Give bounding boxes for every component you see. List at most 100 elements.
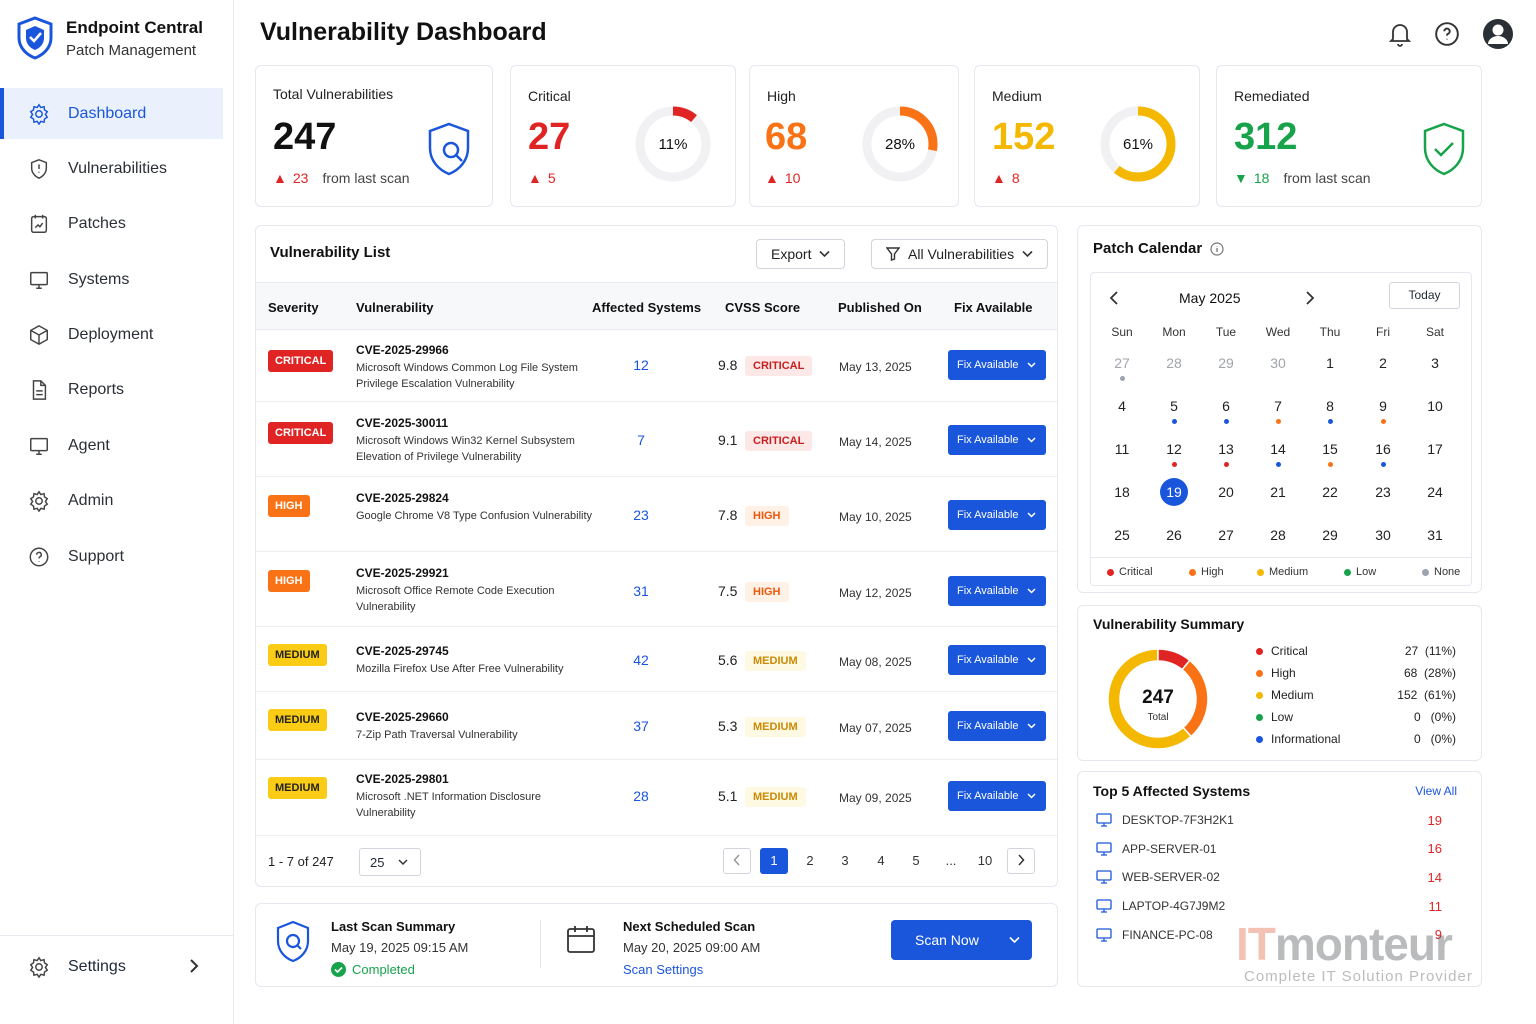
column-header-vulnerability[interactable]: Vulnerability [356, 300, 434, 315]
stat-card-remediated[interactable]: Remediated 312 ▼ 18 from last scan [1216, 65, 1482, 207]
affected-systems-link[interactable]: 7 [637, 432, 645, 448]
calendar-day[interactable]: 31 [1412, 527, 1458, 543]
donut-slice-high[interactable] [1181, 659, 1209, 738]
calendar-day[interactable]: 16 [1360, 441, 1406, 467]
bell-icon[interactable] [1388, 21, 1412, 47]
calendar-day[interactable]: 9 [1360, 398, 1406, 424]
calendar-day[interactable]: 5 [1151, 398, 1197, 424]
calendar-day[interactable]: 28 [1151, 355, 1197, 371]
calendar-day[interactable]: 27 [1099, 355, 1145, 381]
stat-card-critical[interactable]: Critical 27 ▲ 5 11% [510, 65, 736, 207]
per-page-select[interactable]: 25 [359, 848, 421, 876]
fix-available-button[interactable]: Fix Available [948, 425, 1046, 455]
table-row[interactable]: CRITICAL CVE-2025-29966 Microsoft Windows… [256, 330, 1057, 402]
cve-id[interactable]: CVE-2025-29801 [356, 772, 449, 786]
cve-id[interactable]: CVE-2025-29745 [356, 644, 449, 658]
calendar-day[interactable]: 29 [1307, 527, 1353, 543]
fix-available-button[interactable]: Fix Available [948, 576, 1046, 606]
page-button[interactable]: 5 [912, 853, 920, 868]
system-row[interactable]: FINANCE-PC-08 9 [1096, 927, 1466, 942]
table-row[interactable]: MEDIUM CVE-2025-29660 7-Zip Path Traversa… [256, 692, 1057, 760]
calendar-day[interactable]: 2 [1360, 355, 1406, 371]
table-row[interactable]: CRITICAL CVE-2025-30011 Microsoft Windows… [256, 402, 1057, 477]
calendar-day[interactable]: 27 [1203, 527, 1249, 543]
sidebar-item-reports[interactable]: Reports [0, 365, 234, 416]
table-row[interactable]: MEDIUM CVE-2025-29801 Microsoft .NET Info… [256, 760, 1057, 836]
page-button[interactable]: 1 [760, 848, 788, 874]
calendar-day[interactable]: 30 [1360, 527, 1406, 543]
calendar-day[interactable]: 6 [1203, 398, 1249, 424]
calendar-day[interactable]: 8 [1307, 398, 1353, 424]
stat-card-medium[interactable]: Medium 152 ▲ 8 61% [974, 65, 1200, 207]
cve-id[interactable]: CVE-2025-29921 [356, 566, 449, 580]
calendar-day[interactable]: 17 [1412, 441, 1458, 457]
page-button[interactable]: 3 [841, 853, 849, 868]
calendar-day[interactable]: 3 [1412, 355, 1458, 371]
fix-available-button[interactable]: Fix Available [948, 781, 1046, 811]
scan-settings-link[interactable]: Scan Settings [623, 962, 704, 977]
table-row[interactable]: HIGH CVE-2025-29824 Google Chrome V8 Type… [256, 477, 1057, 552]
calendar-day[interactable]: 21 [1255, 484, 1301, 500]
fix-available-button[interactable]: Fix Available [948, 500, 1046, 530]
sidebar-item-support[interactable]: Support [0, 531, 234, 582]
calendar-day[interactable]: 11 [1099, 441, 1145, 457]
calendar-day[interactable]: 20 [1203, 484, 1249, 500]
column-header-cvss[interactable]: CVSS Score [725, 300, 801, 315]
affected-systems-link[interactable]: 28 [633, 788, 649, 804]
affected-systems-link[interactable]: 42 [633, 652, 649, 668]
table-row[interactable]: HIGH CVE-2025-29921 Microsoft Office Remo… [256, 552, 1057, 627]
calendar-day[interactable]: 1 [1307, 355, 1353, 371]
calendar-day[interactable]: 23 [1360, 484, 1406, 500]
fix-available-button[interactable]: Fix Available [948, 645, 1046, 675]
fix-available-button[interactable]: Fix Available [948, 350, 1046, 380]
filter-dropdown[interactable]: All Vulnerabilities [871, 239, 1049, 269]
cve-id[interactable]: CVE-2025-29966 [356, 343, 449, 357]
affected-systems-link[interactable]: 37 [633, 718, 649, 734]
system-row[interactable]: DESKTOP-7F3H2K1 19 [1096, 813, 1466, 828]
sidebar-item-patches[interactable]: Patches [0, 199, 234, 250]
calendar-day[interactable]: 28 [1255, 527, 1301, 543]
sidebar-item-admin[interactable]: Admin [0, 476, 234, 527]
scan-now-button[interactable]: Scan Now [891, 920, 1032, 960]
page-button[interactable]: 2 [806, 853, 814, 868]
affected-systems-link[interactable]: 31 [633, 583, 649, 599]
column-header-severity[interactable]: Severity [268, 300, 319, 315]
stat-card-high[interactable]: High 68 ▲ 10 28% [749, 65, 959, 207]
next-page-button[interactable] [1007, 848, 1035, 874]
user-avatar-icon[interactable] [1482, 18, 1514, 50]
prev-page-button[interactable] [723, 848, 751, 874]
calendar-day[interactable]: 15 [1307, 441, 1353, 467]
column-header-affected[interactable]: Affected Systems [592, 300, 702, 315]
calendar-day[interactable]: 24 [1412, 484, 1458, 500]
system-row[interactable]: LAPTOP-4G7J9M2 11 [1096, 899, 1466, 914]
calendar-day[interactable]: 10 [1412, 398, 1458, 414]
calendar-day[interactable]: 19 [1151, 478, 1197, 506]
sidebar-item-vulnerabilities[interactable]: Vulnerabilities [0, 143, 234, 194]
chevron-right-icon[interactable] [1305, 291, 1315, 305]
info-icon[interactable] [1210, 241, 1224, 256]
sidebar-item-systems[interactable]: Systems [0, 254, 234, 305]
sidebar-item-deployment[interactable]: Deployment [0, 310, 234, 361]
view-all-link[interactable]: View All [1415, 784, 1457, 798]
stat-card-total[interactable]: Total Vulnerabilities 247 ▲ 23 from last… [255, 65, 493, 207]
cve-id[interactable]: CVE-2025-29824 [356, 491, 449, 505]
fix-available-button[interactable]: Fix Available [948, 711, 1046, 741]
system-row[interactable]: WEB-SERVER-02 14 [1096, 870, 1466, 885]
calendar-day[interactable]: 13 [1203, 441, 1249, 467]
calendar-day[interactable]: 26 [1151, 527, 1197, 543]
calendar-day[interactable]: 29 [1203, 355, 1249, 371]
cve-id[interactable]: CVE-2025-29660 [356, 710, 449, 724]
chevron-left-icon[interactable] [1109, 291, 1119, 305]
brand[interactable]: Endpoint Central Patch Management [16, 16, 203, 60]
export-button[interactable]: Export [756, 239, 846, 269]
table-row[interactable]: MEDIUM CVE-2025-29745 Mozilla Firefox Use… [256, 627, 1057, 692]
calendar-day[interactable]: 12 [1151, 441, 1197, 467]
calendar-day[interactable]: 7 [1255, 398, 1301, 424]
column-header-published[interactable]: Published On [838, 300, 922, 315]
column-header-fix[interactable]: Fix Available [954, 300, 1033, 315]
affected-systems-link[interactable]: 23 [633, 507, 649, 523]
calendar-day[interactable]: 22 [1307, 484, 1353, 500]
help-icon[interactable] [1434, 21, 1460, 47]
sidebar-item-agent[interactable]: Agent [0, 420, 234, 471]
today-button[interactable]: Today [1389, 282, 1460, 309]
